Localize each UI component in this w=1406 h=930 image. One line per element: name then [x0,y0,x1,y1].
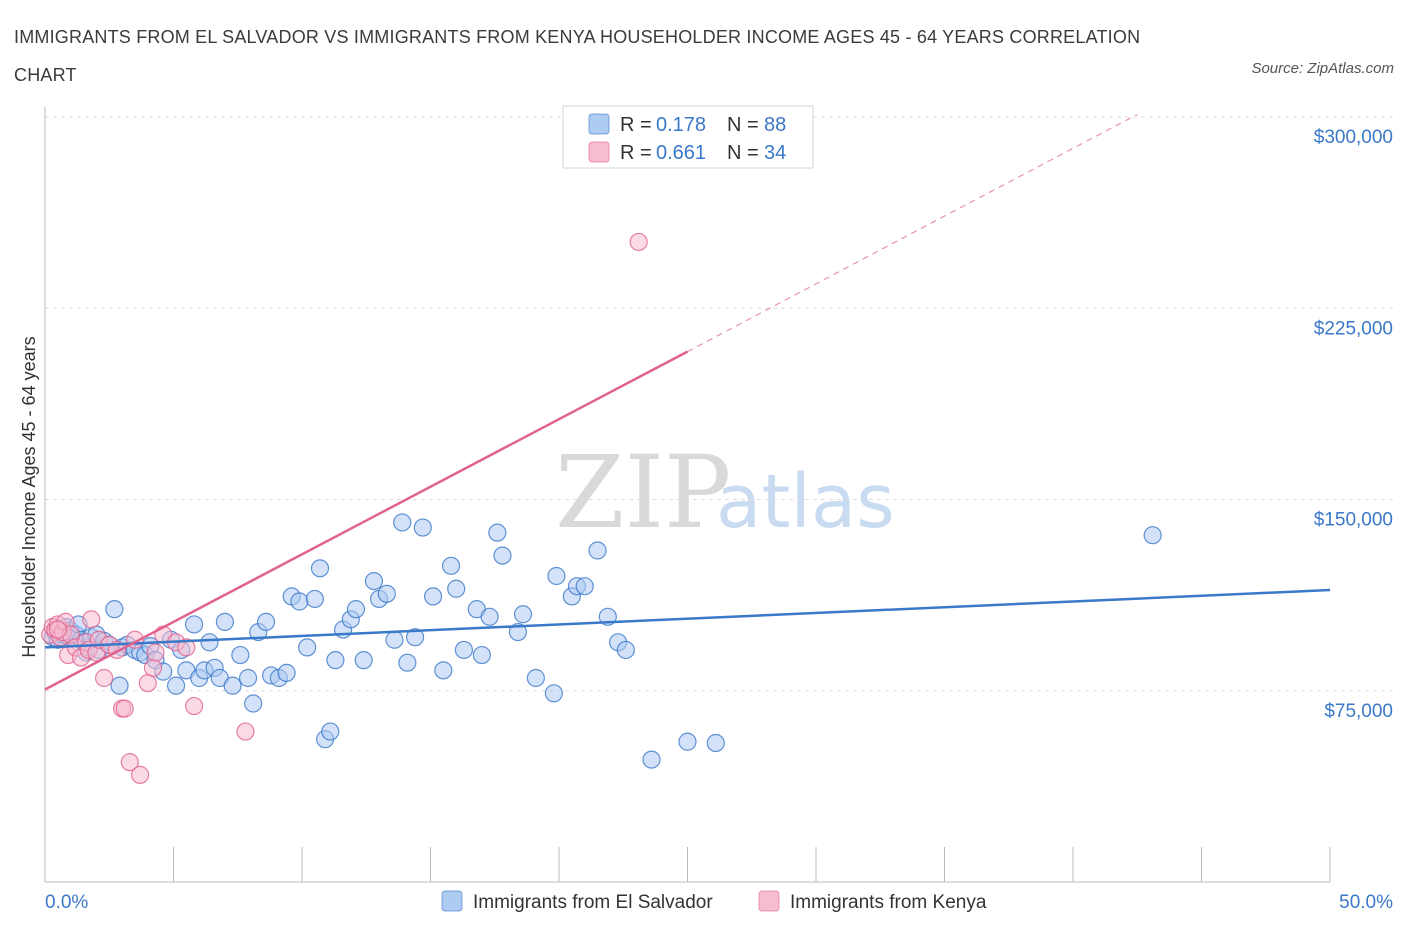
legend-r-label-blue: R = [620,114,652,136]
kenya-point-33 [48,620,67,639]
el-salvador-point-76 [480,607,499,626]
kenya-point-13 [82,610,101,629]
trend-line-kenya [44,350,689,691]
el-salvador-point-94 [1143,526,1162,545]
el-salvador-point-66 [398,653,417,672]
el-salvador-point-90 [616,640,635,660]
el-salvador-point-56 [326,651,345,670]
y-axis-label: Householder Income Ages 45 - 64 years [19,336,39,657]
el-salvador-point-82 [544,684,563,703]
el-salvador-point-43 [244,694,263,713]
el-salvador-point-36 [200,633,219,652]
el-salvador-point-75 [472,645,491,665]
el-salvador-point-67 [405,628,425,647]
el-salvador-point-20 [110,676,129,695]
el-salvador-point-33 [184,615,204,634]
el-salvador-point-72 [447,579,466,598]
kenya-point-21 [120,753,139,772]
legend-r-value-blue: 0.178 [656,114,706,136]
el-salvador-point-59 [346,600,366,619]
el-salvador-point-93 [706,733,725,753]
legend-r-label-pink: R = [620,142,652,164]
el-salvador-point-65 [393,513,412,532]
el-salvador-point-81 [526,668,545,688]
series-legend-swatch-pink [758,890,780,912]
el-salvador-point-87 [588,541,607,560]
kenya-point-26 [146,643,165,662]
kenya-point-20 [115,699,134,718]
el-salvador-point-48 [277,663,296,683]
el-salvador-point-61 [364,571,384,591]
legend-n-label-blue: N = [727,114,759,136]
series-legend-label-pink: Immigrants from Kenya [790,892,987,913]
el-salvador-point-79 [508,622,527,642]
x-tick-label-right: 50.0% [1339,892,1393,913]
el-salvador-point-50 [290,592,309,611]
el-salvador-point-52 [305,589,324,609]
el-salvador-point-78 [493,546,512,565]
el-salvador-point-42 [238,668,258,688]
el-salvador-point-30 [166,676,186,695]
chart-title: IMMIGRANTS FROM EL SALVADOR VS IMMIGRANT… [14,27,1141,85]
el-salvador-point-39 [215,612,234,632]
el-salvador-point-69 [423,587,443,606]
el-salvador-point-45 [256,612,276,632]
el-salvador-point-77 [488,523,507,542]
kenya-point-30 [184,696,204,716]
el-salvador-point-19 [105,600,124,619]
kenya-point-25 [143,658,163,677]
el-salvador-point-63 [377,584,396,603]
trend-line-el-salvador [44,588,1331,649]
el-salvador-point-83 [547,566,566,586]
el-salvador-point-71 [441,556,461,575]
el-salvador-point-86 [575,577,594,596]
legend-n-value-pink: 34 [764,142,786,164]
el-salvador-point-55 [321,722,340,741]
el-salvador-point-70 [434,661,453,680]
x-tick-label-left: 0.0% [45,892,88,913]
el-salvador-point-92 [678,732,697,751]
series-legend: Immigrants from El Salvador Immigrants f… [441,890,987,913]
el-salvador-point-64 [385,630,404,649]
gridlines [45,116,1393,692]
el-salvador-point-60 [354,651,373,670]
el-salvador-point-68 [413,518,432,537]
el-salvador-point-51 [298,638,317,657]
kenya-point-23 [130,765,150,785]
source-label: Source: ZipAtlas.com [1251,60,1394,77]
series-kenya-points [41,232,648,785]
kenya-point-16 [95,668,114,688]
trend-line-kenya-extension [687,113,1138,353]
el-salvador-point-41 [231,645,250,665]
el-salvador-point-80 [513,605,533,624]
y-tick-label-2: $225,000 [1314,318,1393,339]
kenya-point-29 [177,638,196,657]
kenya-point-24 [138,673,157,693]
y-tick-labels: $75,000 $150,000 $225,000 $300,000 [1314,127,1393,722]
y-tick-label-0: $75,000 [1324,701,1393,722]
y-tick-label-1: $150,000 [1314,510,1393,531]
legend-swatch-pink [588,141,610,163]
legend-swatch-blue [588,113,610,135]
correlation-legend: R = 0.178 N = 88 R = 0.661 N = 34 [562,105,814,169]
series-legend-label-blue: Immigrants from El Salvador [473,892,713,913]
axes [44,107,1331,883]
el-salvador-point-73 [454,640,474,660]
el-salvador-point-91 [642,750,661,769]
watermark-zip: ZIP [555,434,731,551]
legend-n-label-pink: N = [727,142,759,164]
watermark-atlas: atlas [716,459,895,545]
kenya-point-32 [629,232,648,252]
series-legend-swatch-blue [441,890,463,912]
trend-lines [44,113,1331,691]
y-tick-label-3: $300,000 [1314,127,1393,148]
legend-n-value-blue: 88 [764,114,786,136]
el-salvador-point-40 [223,676,242,695]
el-salvador-point-53 [310,559,330,578]
legend-r-value-pink: 0.661 [656,142,706,164]
kenya-point-31 [236,722,255,741]
